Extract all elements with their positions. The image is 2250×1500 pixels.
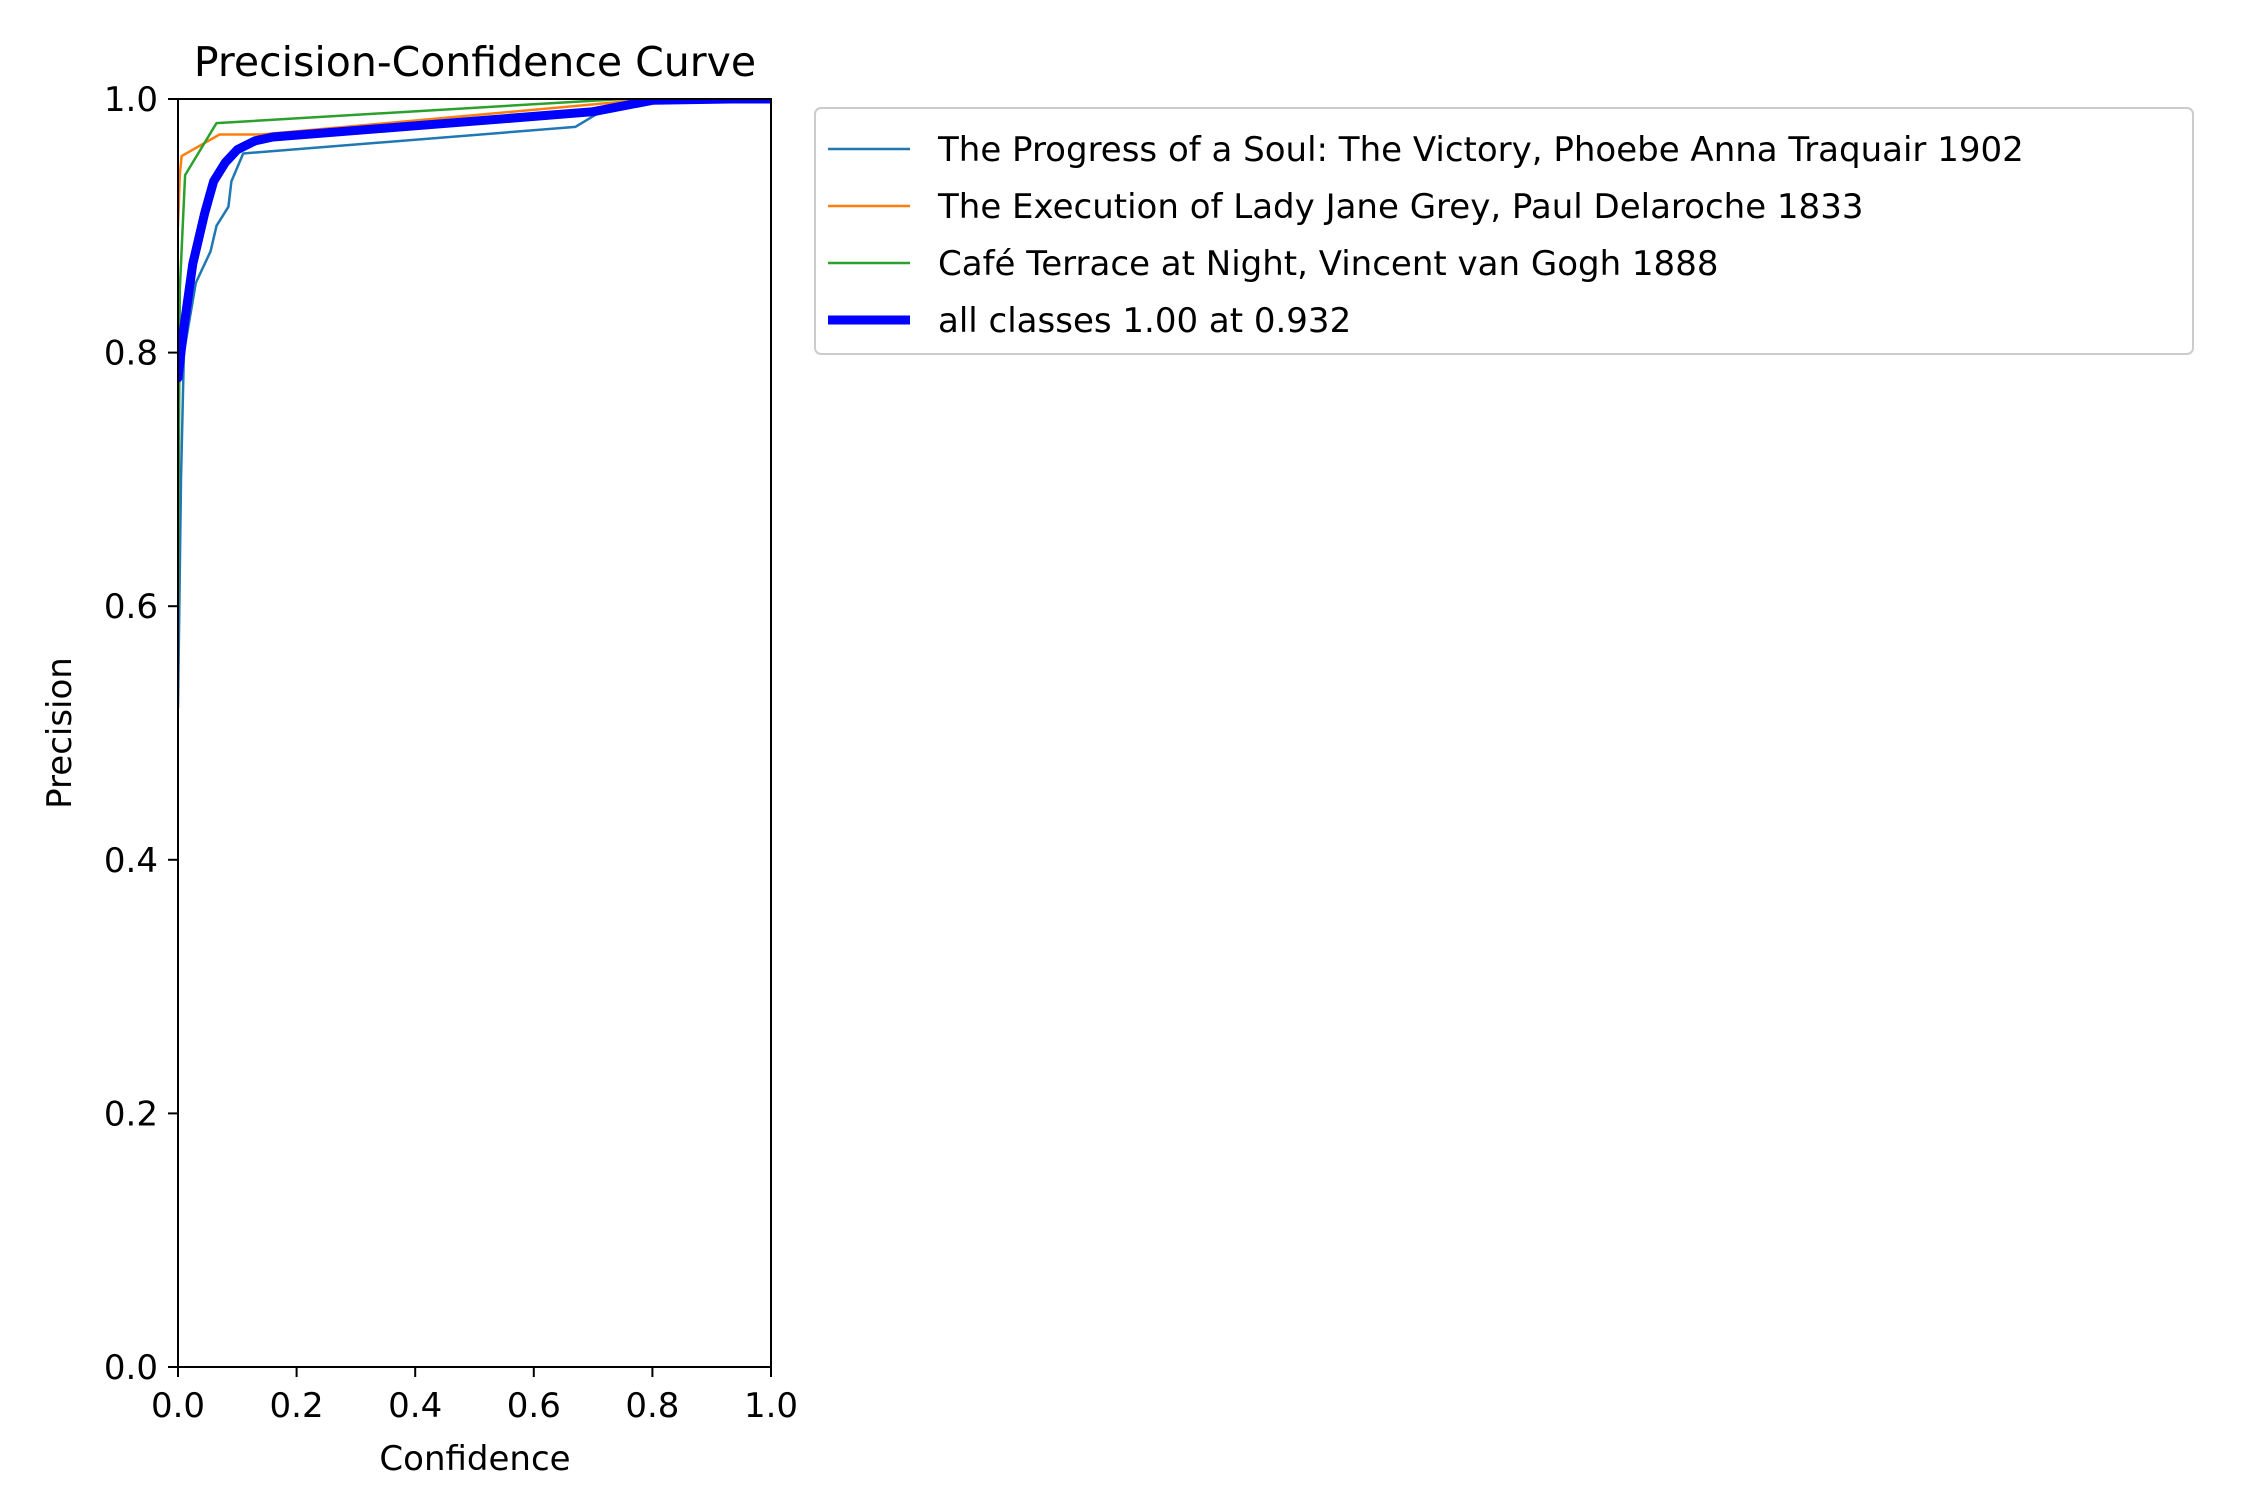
series-line-4 <box>178 99 771 383</box>
x-axis-label: Confidence <box>379 1439 570 1479</box>
x-tick-label: 0.4 <box>388 1386 442 1426</box>
x-axis-ticks: 0.0 0.2 0.4 0.6 0.8 1.0 <box>151 1367 798 1426</box>
x-tick-label: 0.6 <box>507 1386 561 1426</box>
legend: The Progress of a Soul: The Victory, Pho… <box>814 107 2194 355</box>
x-tick-label: 0.8 <box>625 1386 679 1426</box>
y-tick-label: 0.4 <box>104 841 158 881</box>
x-tick-label: 0.2 <box>270 1386 324 1426</box>
legend-label: The Execution of Lady Jane Grey, Paul De… <box>937 187 1863 227</box>
x-tick-label: 0.0 <box>151 1386 205 1426</box>
y-tick-label: 1.0 <box>104 80 158 120</box>
y-tick-label: 0.2 <box>104 1094 158 1134</box>
legend-entries: The Progress of a Soul: The Victory, Pho… <box>828 130 2024 341</box>
legend-label: all classes 1.00 at 0.932 <box>938 301 1351 341</box>
y-tick-label: 0.0 <box>104 1348 158 1388</box>
y-axis-label: Precision <box>40 657 80 809</box>
series-layer <box>178 99 771 709</box>
chart-title: Precision-Confidence Curve <box>194 38 756 86</box>
y-tick-label: 0.8 <box>104 334 158 374</box>
plot-area <box>178 99 771 1367</box>
x-tick-label: 1.0 <box>744 1386 798 1426</box>
legend-box <box>814 107 2194 355</box>
plot-frame <box>177 98 772 1368</box>
y-tick-label: 0.6 <box>104 587 158 627</box>
y-axis-ticks: 0.0 0.2 0.4 0.6 0.8 1.0 <box>104 80 178 1388</box>
series-line-2 <box>178 99 771 228</box>
legend-label: Café Terrace at Night, Vincent van Gogh … <box>938 244 1718 284</box>
legend-label: The Progress of a Soul: The Victory, Pho… <box>937 130 2024 170</box>
